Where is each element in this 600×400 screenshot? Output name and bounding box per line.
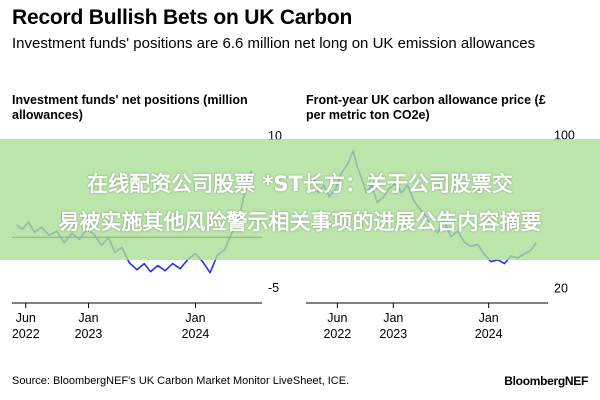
- chart-subtitle: Investment funds' positions are 6.6 mill…: [12, 35, 536, 52]
- left-x-tick-year: 2022: [12, 327, 40, 341]
- right-x-tick-label: Jan: [479, 311, 499, 325]
- right-x-tick-year: 2024: [475, 327, 503, 341]
- right-x-tick-year: 2022: [323, 327, 351, 341]
- left-x-tick-label: Jun: [16, 311, 36, 325]
- brand-logo: BloombergNEF: [504, 374, 588, 388]
- right-x-tick-label: Jan: [383, 311, 403, 325]
- left-x-tick-label: Jan: [78, 311, 98, 325]
- left-panel-title: Investment funds' net positions (million…: [12, 93, 248, 122]
- left-x-tick-year: 2024: [182, 327, 210, 341]
- overlay-text-line-1: 在线配资公司股票 *ST长方：关于公司股票交: [87, 172, 513, 196]
- left-x-tick-year: 2023: [75, 327, 103, 341]
- chart-title: Record Bullish Bets on UK Carbon: [12, 6, 353, 29]
- left-x-tick-label: Jan: [185, 311, 205, 325]
- right-x-tick-label: Jun: [327, 311, 347, 325]
- right-x-tick-year: 2023: [379, 327, 407, 341]
- right-y-tick-label: 20: [554, 281, 568, 295]
- source-note: Source: BloombergNEF's UK Carbon Market …: [12, 375, 350, 387]
- overlay-text-line-2: 易被实施其他风险警示相关事项的进展公告内容摘要: [58, 210, 542, 234]
- overlay-banner: [0, 139, 600, 260]
- right-panel-title: Front-year UK carbon allowance price (£ …: [306, 93, 546, 122]
- left-y-tick-label: -5: [268, 281, 279, 295]
